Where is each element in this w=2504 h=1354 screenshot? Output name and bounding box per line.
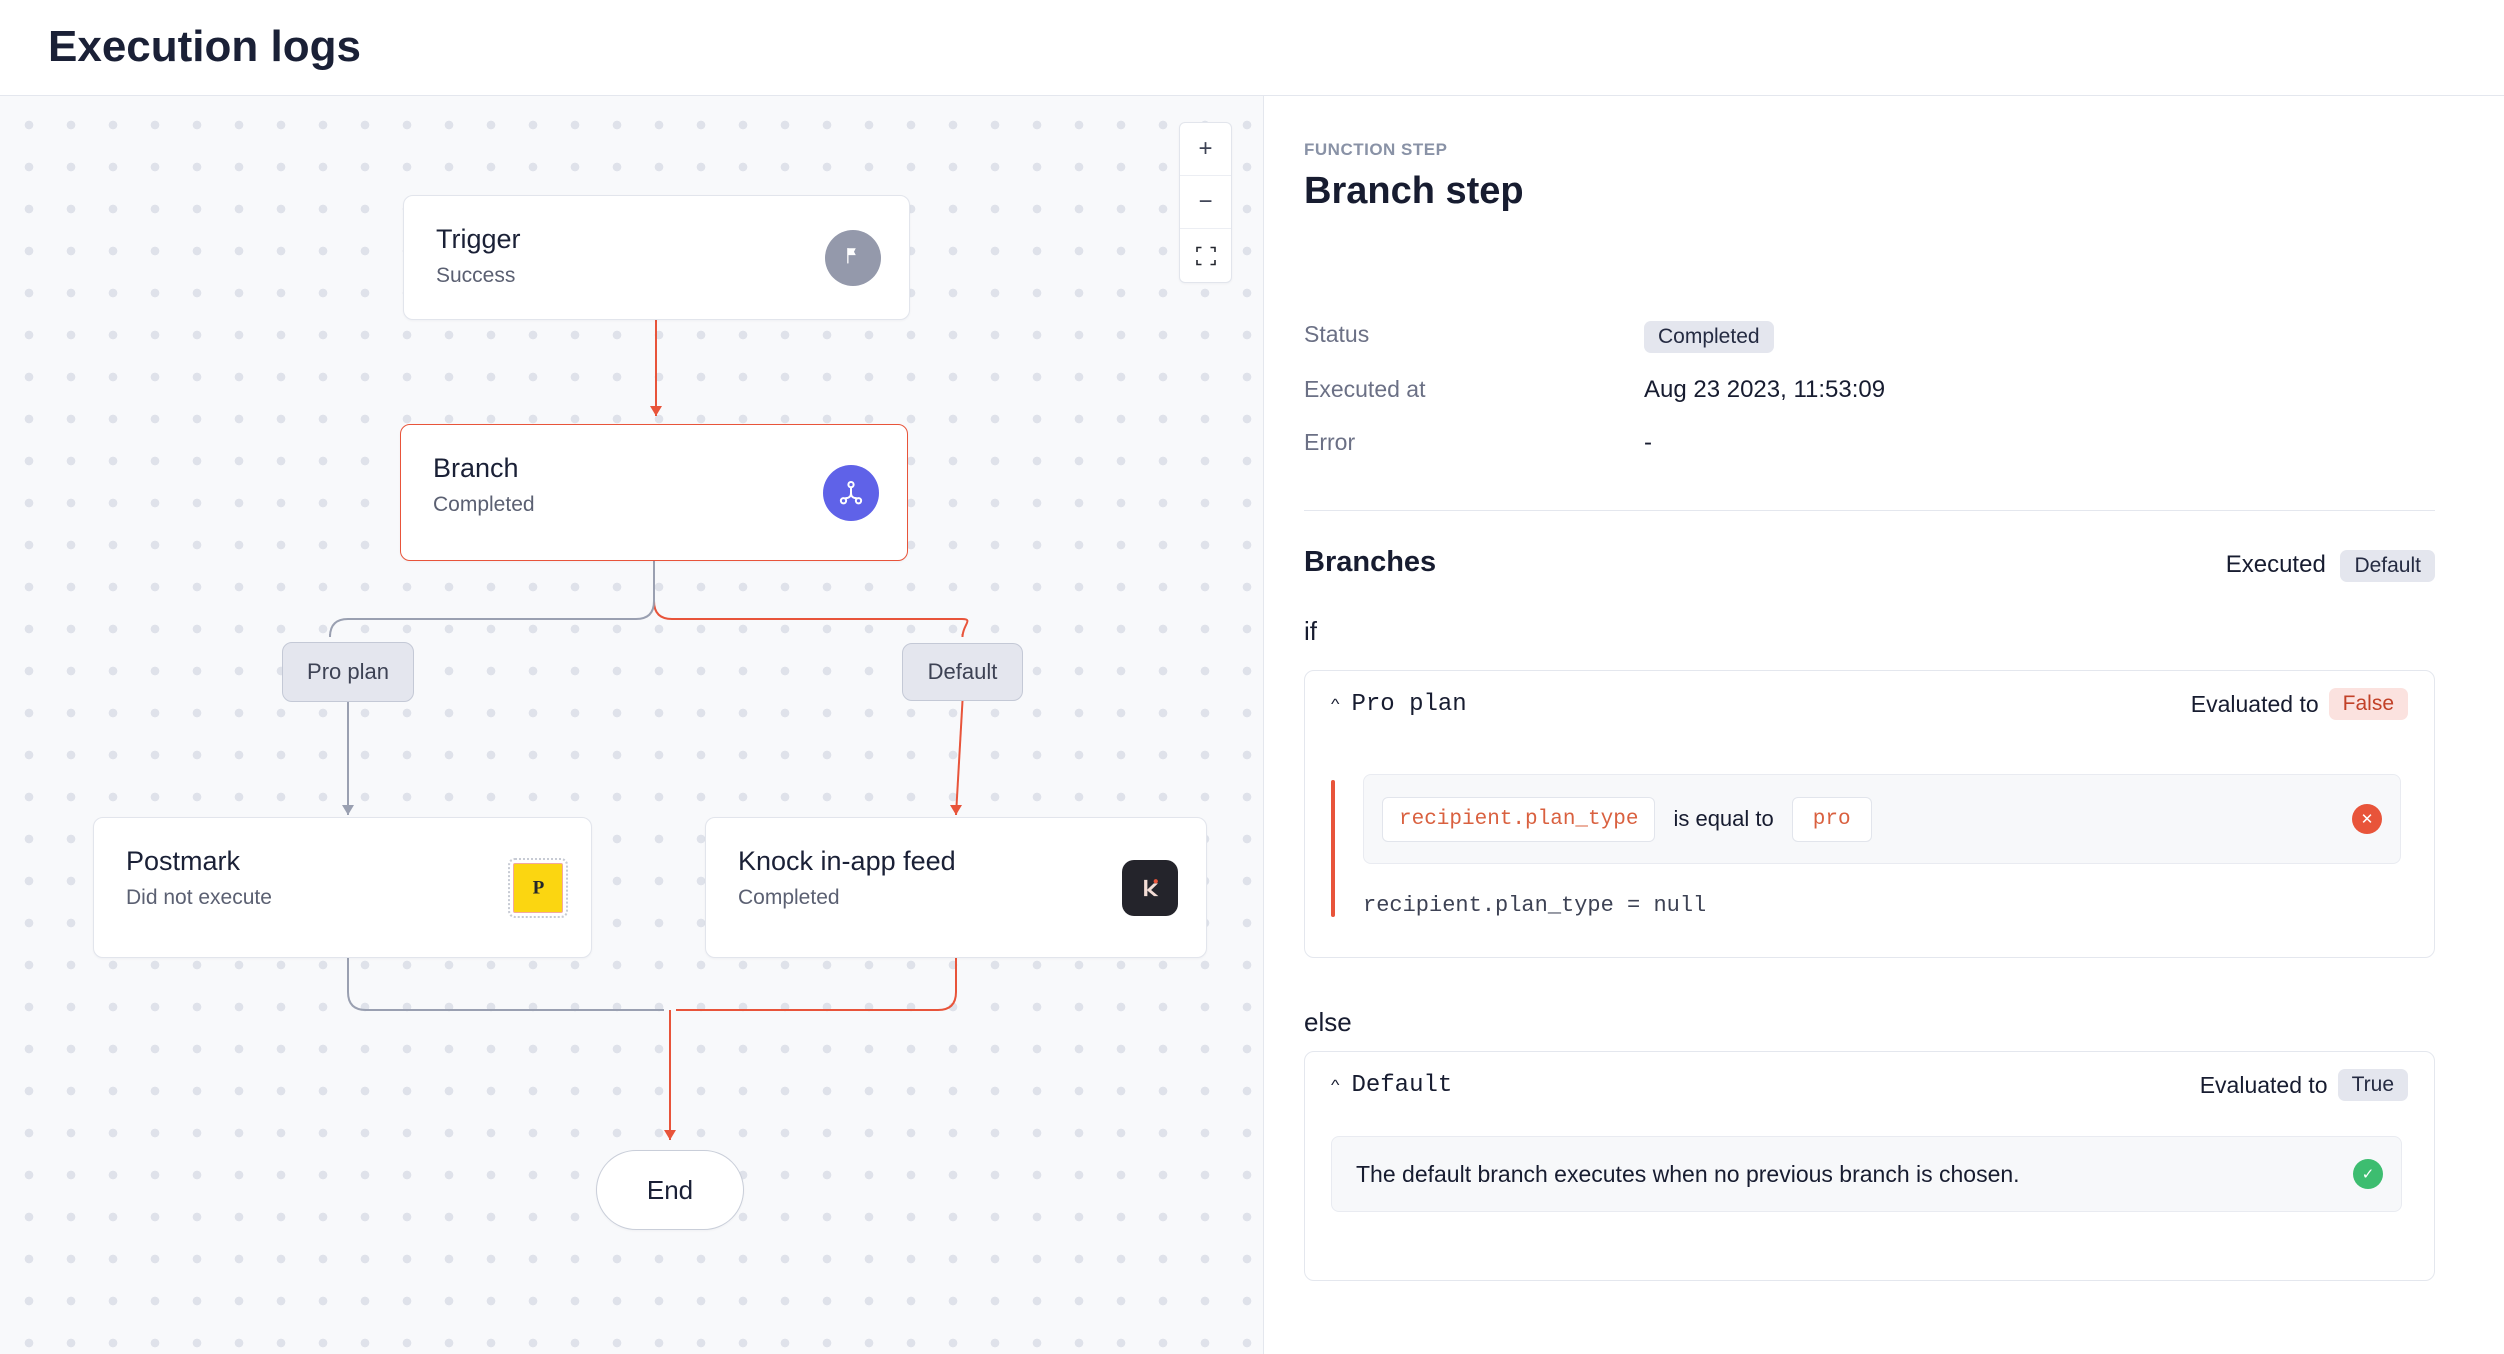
svg-text:P: P <box>532 878 544 899</box>
